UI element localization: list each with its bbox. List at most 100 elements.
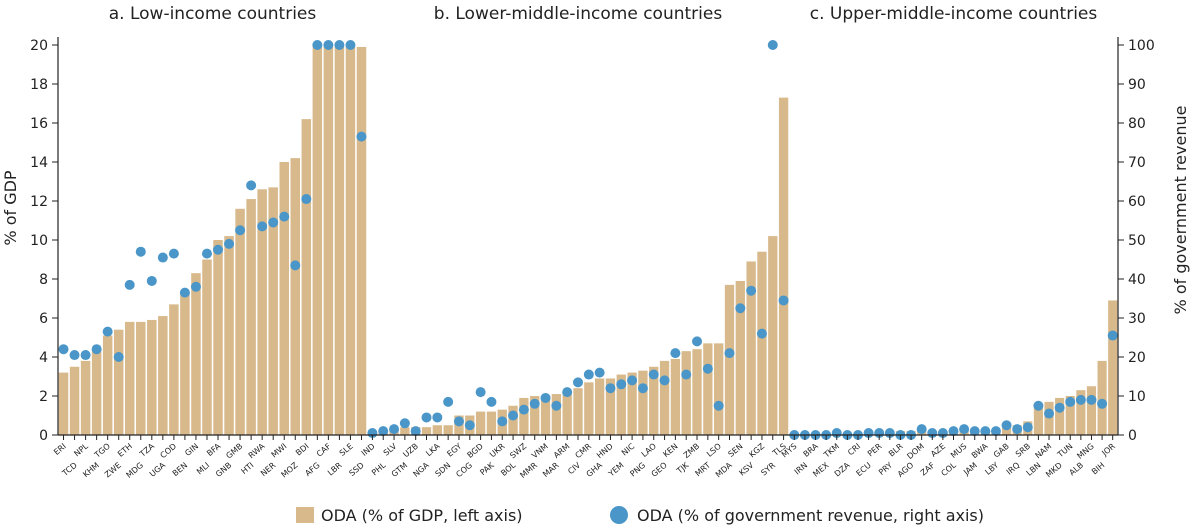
dot-PNG <box>637 383 648 394</box>
dot-MDG <box>135 246 146 257</box>
dot-GHA <box>594 367 605 378</box>
category-label: MOZ <box>279 460 299 479</box>
bar-KGZ <box>757 251 767 435</box>
dot-MRT <box>702 363 713 374</box>
left-tick-label: 20 <box>30 38 48 54</box>
bar-PNG <box>638 370 648 435</box>
category-label: KEN <box>661 442 679 459</box>
right-tick-label: 30 <box>1128 311 1146 327</box>
bar-BIH <box>1097 360 1107 435</box>
category-label: VNM <box>530 442 550 461</box>
category-label: UGA <box>148 460 168 478</box>
category-label: PNG <box>628 461 647 479</box>
dot-HND <box>605 383 616 394</box>
category-label: NER <box>259 460 278 478</box>
dot-BFA <box>213 244 224 255</box>
dot-GEO <box>659 375 670 386</box>
dot-TJK <box>681 369 692 380</box>
category-label: KSV <box>738 460 756 477</box>
category-label: LBN <box>1025 461 1043 478</box>
right-tick-label: 10 <box>1128 389 1146 405</box>
category-label: LKA <box>424 441 442 458</box>
bar-ERI <box>58 372 69 435</box>
category-label: BWA <box>970 441 990 460</box>
category-label: UZB <box>401 442 420 460</box>
bar-LSO <box>714 343 724 435</box>
category-label: MAR <box>541 460 561 479</box>
category-label: GMB <box>224 442 244 461</box>
category-label: SYR <box>759 460 777 477</box>
dot-UKR <box>497 416 508 427</box>
legend: ODA (% of GDP, left axis) ODA (% of gover… <box>296 506 984 525</box>
bar-TJK <box>681 351 691 435</box>
category-label: YEM <box>606 461 626 479</box>
dot-HTI <box>246 180 257 191</box>
dot-ARM <box>562 387 573 398</box>
panel-title: a. Low-income countries <box>109 4 317 24</box>
category-label: UKR <box>488 441 507 459</box>
dot-ZWE <box>113 352 124 362</box>
left-tick-label: 18 <box>30 77 48 93</box>
bar-TLS <box>778 97 789 436</box>
right-tick-label: 100 <box>1128 38 1155 54</box>
axes-layer <box>52 37 1124 440</box>
category-label: TGO <box>92 442 112 461</box>
dot-BDI <box>301 194 312 205</box>
category-label: CAF <box>315 441 333 458</box>
category-label: TZA <box>137 441 156 459</box>
dot-TZA <box>146 275 157 286</box>
dot-PHL <box>378 426 389 437</box>
dot-NPL <box>80 350 91 361</box>
category-label: IRQ <box>1005 461 1022 477</box>
dot-LBY <box>990 426 1001 437</box>
category-label: PAK <box>478 460 496 477</box>
category-label: HND <box>595 442 615 461</box>
category-label: GTM <box>390 461 409 479</box>
bar-BEN <box>180 292 190 435</box>
right-tick-label: 40 <box>1128 272 1146 288</box>
category-label: ECU <box>854 461 873 479</box>
bar-SWZ <box>519 397 529 435</box>
dot-VNM <box>540 392 551 403</box>
bar-KSV <box>746 261 756 435</box>
bar-LAO <box>649 366 659 435</box>
category-label: RWA <box>247 441 267 460</box>
category-label: MRT <box>694 461 713 479</box>
bar-ETH <box>124 321 135 435</box>
category-label: MMR <box>518 460 539 480</box>
bar-PAK <box>486 411 497 435</box>
dot-ALB <box>1075 394 1086 405</box>
category-label: JAM <box>961 461 979 478</box>
bar-NIC <box>627 372 637 435</box>
dot-MLI <box>201 248 212 259</box>
legend-dot-swatch <box>610 506 628 524</box>
bar-NGA <box>421 427 432 435</box>
bar-SLE <box>345 46 356 435</box>
category-label: MDG <box>125 461 146 480</box>
dot-BGD <box>475 387 486 398</box>
category-label: AGO <box>896 461 915 479</box>
bar-SEN <box>735 280 745 435</box>
category-label: GAB <box>992 442 1011 460</box>
category-label: BIH <box>1090 461 1106 477</box>
bar-TUN <box>1065 396 1075 435</box>
dot-SDN <box>443 396 454 407</box>
bar-KEN <box>670 358 681 435</box>
category-label: NAM <box>1033 442 1053 461</box>
dot-UZB <box>410 426 421 437</box>
dot-BOL <box>508 410 519 421</box>
bar-YEM <box>616 374 626 435</box>
category-label: BOL <box>499 460 518 478</box>
right-axis-title: % of government revenue <box>1171 106 1190 315</box>
dot-GNB <box>224 238 235 249</box>
category-label: TJK <box>674 460 691 476</box>
bar-NPL <box>80 360 91 435</box>
legend-bar-label: ODA (% of GDP, left axis) <box>321 506 523 525</box>
bar-LBN <box>1033 407 1043 435</box>
right-tick-label: 50 <box>1128 233 1146 249</box>
dot-CAF <box>323 40 334 50</box>
bar-MDA <box>724 284 735 435</box>
category-label: SDN <box>433 461 452 479</box>
category-label: BDI <box>294 442 311 458</box>
bar-RWA <box>257 189 267 435</box>
